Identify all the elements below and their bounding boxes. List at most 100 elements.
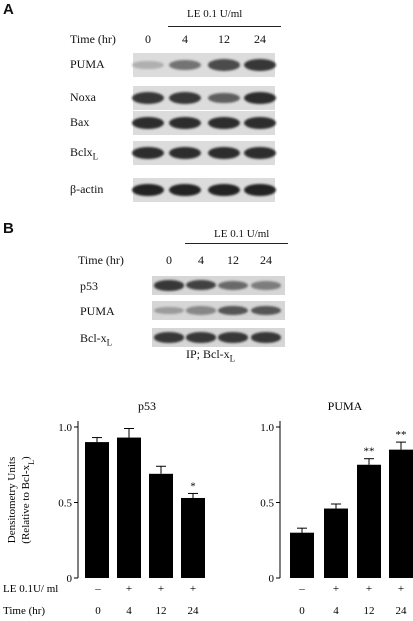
time-value: 0 (299, 605, 305, 617)
blot-band (132, 116, 164, 130)
y-tick-label: 0 (269, 573, 275, 585)
blot-strip (132, 86, 276, 110)
blot-row-label: PUMA (80, 304, 115, 318)
timepoint-label: 24 (254, 32, 266, 46)
blot-band (218, 305, 248, 316)
panel-b-treatment-label: LE 0.1 U/ml (214, 228, 270, 240)
blot-strip (132, 178, 276, 202)
y-tick-label: 0.5 (58, 498, 72, 510)
blot-row-label: Noxa (70, 90, 96, 104)
blot-band (186, 280, 216, 291)
y-tick-label: 1.0 (260, 422, 274, 434)
le-dose-value: + (126, 583, 132, 595)
time-value: 12 (156, 605, 167, 617)
bar (149, 473, 173, 578)
blot-band (244, 183, 276, 197)
timepoint-label: 4 (198, 253, 204, 267)
significance-marker: ** (396, 429, 407, 441)
panel-a-treatment-line (168, 26, 281, 27)
blot-band (132, 91, 164, 105)
blot-strip (152, 301, 285, 320)
chart-title: p53 (138, 399, 156, 413)
blot-strip (132, 53, 276, 77)
blot-row-label: Bcl-xL (80, 331, 113, 348)
blot-band (169, 59, 201, 71)
panel-a-treatment-label: LE 0.1 U/ml (187, 8, 243, 20)
le-dose-value: + (333, 583, 339, 595)
timepoint-label: 0 (145, 32, 151, 46)
time-value: 12 (364, 605, 375, 617)
blot-band (208, 92, 240, 104)
timepoint-label: 12 (218, 32, 230, 46)
blot-band (244, 146, 276, 160)
blot-band (244, 58, 276, 72)
blot-band (132, 60, 164, 70)
blot-row-label: β-actin (70, 182, 104, 196)
blot-band (154, 332, 184, 343)
blot-row-label: Bax (70, 115, 90, 129)
y-axis-label-line2: (Relative to Bcl-xL) (20, 456, 36, 544)
blot-band (169, 183, 201, 197)
blot-band (218, 332, 248, 343)
timepoint-label: 12 (227, 253, 239, 267)
blot-band (208, 183, 240, 197)
panel-b-time-label: Time (hr) (78, 253, 124, 267)
y-tick-label: 0 (67, 573, 73, 585)
bar (290, 532, 314, 578)
time-value: 4 (126, 605, 132, 617)
blot-band (251, 305, 281, 316)
blot-band (251, 281, 281, 290)
y-tick-label: 0.5 (260, 498, 274, 510)
y-tick-label: 1.0 (58, 422, 72, 434)
blot-band (251, 332, 281, 343)
le-dose-value: – (94, 583, 101, 595)
blot-band (186, 332, 216, 343)
blot-band (132, 183, 164, 197)
panel-a-time-label: Time (hr) (70, 32, 116, 46)
le-dose-value: – (298, 583, 305, 595)
blot-band (186, 306, 216, 315)
le-dose-value: + (366, 583, 372, 595)
timepoint-label: 4 (182, 32, 188, 46)
blot-band (208, 146, 240, 160)
bar (324, 508, 348, 578)
blot-band (154, 306, 184, 315)
blot-strip (152, 328, 285, 347)
blot-band (169, 116, 201, 130)
panel-a-letter: A (3, 1, 14, 18)
time-value: 24 (188, 605, 200, 617)
bar (357, 464, 381, 578)
blot-band (218, 280, 248, 290)
puma-bar-chart: PUMA 0 0.5 1.0 ** ** (260, 399, 413, 585)
blot-band (208, 59, 240, 71)
blot-strip (152, 276, 285, 295)
time-value: 0 (95, 605, 101, 617)
time-value: 24 (396, 605, 408, 617)
le-dose-value: + (398, 583, 404, 595)
blot-row-label: BclxL (70, 145, 99, 162)
panel-b-letter: B (3, 220, 14, 237)
le-dose-value: + (190, 583, 196, 595)
timepoint-label: 24 (260, 253, 272, 267)
significance-marker: ** (364, 446, 375, 458)
blot-row-label: PUMA (70, 57, 105, 71)
bar (85, 442, 109, 578)
blot-row-label: p53 (80, 279, 98, 293)
blot-strip (132, 111, 276, 135)
bar (117, 437, 141, 578)
y-axis-label-line1: Densitometry Units (6, 457, 18, 543)
time-row-label: Time (hr) (3, 605, 45, 617)
blot-band (244, 91, 276, 105)
le-dose-label: LE 0.1U/ ml (3, 583, 58, 595)
blot-band (154, 280, 184, 291)
blot-band (169, 146, 201, 160)
blot-band (244, 116, 276, 130)
bar (389, 449, 413, 578)
bar (181, 497, 205, 578)
p53-bar-chart: p53 0 0.5 1.0 * (58, 399, 205, 585)
blot-band (169, 91, 201, 105)
le-dose-value: + (158, 583, 164, 595)
panel-b-ip-label: IP; Bcl-xL (186, 347, 236, 364)
blot-band (132, 146, 164, 160)
